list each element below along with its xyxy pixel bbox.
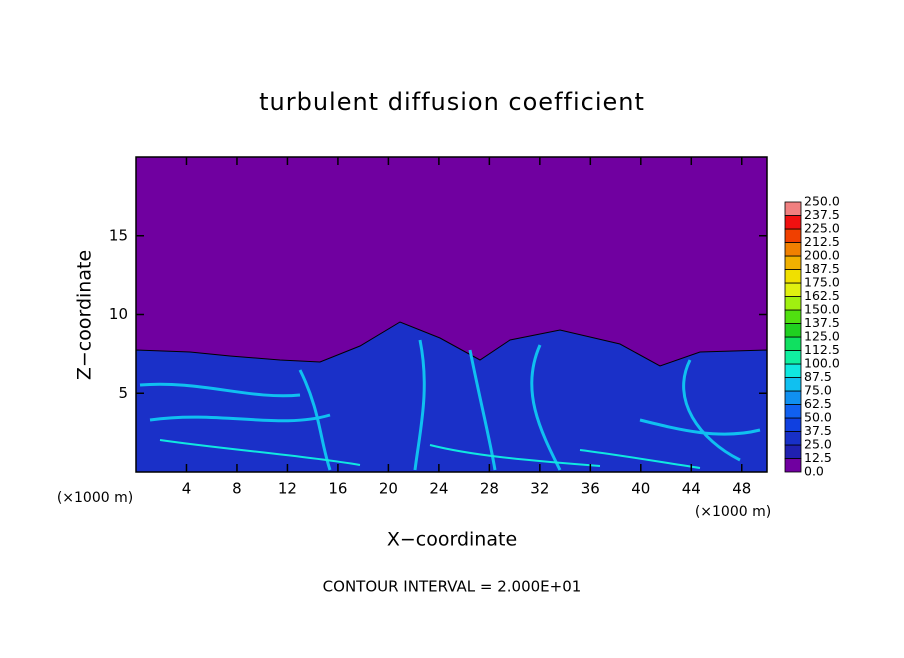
x-tick-label: 28 (480, 480, 499, 498)
x-tick-label: 44 (682, 480, 701, 498)
colorbar-box (784, 201, 802, 216)
x-tick-label: 4 (182, 480, 192, 498)
colorbar-label: 200.0 (804, 248, 840, 263)
colorbar-box (784, 350, 802, 365)
colorbar-label: 37.5 (804, 423, 832, 438)
y-axis-label: Z−coordinate (74, 250, 96, 380)
colorbar-label: 50.0 (804, 410, 832, 425)
field-streak (139, 339, 761, 471)
y-unit-label: (×1000 m) (57, 490, 133, 506)
x-tick-label: 16 (328, 480, 347, 498)
colorbar-label: 162.5 (804, 288, 840, 303)
footer: CONTOUR INTERVAL = 2.000E+01 (323, 578, 582, 596)
colorbar-box (784, 215, 802, 230)
colorbar-label: 75.0 (804, 383, 832, 398)
colorbar-box (784, 458, 802, 473)
colorbar-label: 225.0 (804, 221, 840, 236)
colorbar-box (784, 377, 802, 392)
colorbar-box (784, 404, 802, 419)
colorbar-label: 137.5 (804, 315, 840, 330)
x-tick-label: 20 (379, 480, 398, 498)
x-tick-label: 24 (429, 480, 448, 498)
colorbar-label: 125.0 (804, 329, 840, 344)
colorbar-box (784, 363, 802, 378)
colorbar-label: 12.5 (804, 450, 832, 465)
colorbar-label: 112.5 (804, 342, 840, 357)
colorbar-box (784, 282, 802, 297)
x-tick-label: 8 (232, 480, 242, 498)
colorbar-label: 250.0 (804, 194, 840, 209)
colorbar-label: 62.5 (804, 396, 832, 411)
x-axis-label: X−coordinate (387, 529, 517, 551)
field (135, 157, 768, 473)
colorbar-label: 0.0 (804, 464, 824, 479)
colorbar-box (784, 336, 802, 351)
colorbar-box (784, 242, 802, 257)
colorbar-label: 175.0 (804, 275, 840, 290)
colorbar-box (784, 417, 802, 432)
y-tick-label: 5 (118, 384, 128, 402)
colorbar-label: 25.0 (804, 437, 832, 452)
x-tick-label: 32 (530, 480, 549, 498)
colorbar-label: 212.5 (804, 234, 840, 249)
x-tick-label: 48 (732, 480, 751, 498)
colorbar-label: 187.5 (804, 261, 840, 276)
colorbar-box (784, 269, 802, 284)
x-tick-label: 36 (581, 480, 600, 498)
colorbar-box (784, 309, 802, 324)
colorbar-label: 237.5 (804, 207, 840, 222)
colorbar-label: 87.5 (804, 369, 832, 384)
x-tick-label: 12 (278, 480, 297, 498)
colorbar-box (784, 431, 802, 446)
y-tick-label: 15 (109, 226, 128, 244)
x-tick-label: 40 (631, 480, 650, 498)
colorbar-box (784, 296, 802, 311)
y-tick-label: 10 (109, 305, 128, 323)
colorbar-label: 100.0 (804, 356, 840, 371)
colorbar-box (784, 255, 802, 270)
colorbar-box (784, 323, 802, 338)
colorbar-box (784, 390, 802, 405)
field-streak (159, 439, 701, 469)
x-unit-label: (×1000 m) (695, 504, 771, 520)
chart-title: turbulent diffusion coefficient (259, 88, 645, 116)
colorbar-box (784, 228, 802, 243)
colorbar-box (784, 444, 802, 459)
colorbar-label: 150.0 (804, 302, 840, 317)
